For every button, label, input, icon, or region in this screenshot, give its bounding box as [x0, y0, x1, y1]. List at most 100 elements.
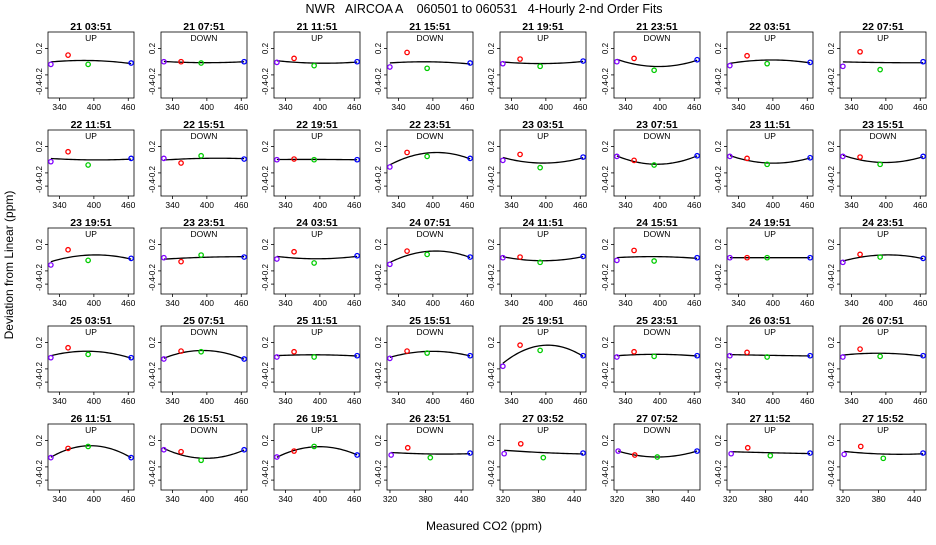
fit-curve	[617, 257, 697, 259]
y-tick-label: -0.4	[714, 277, 723, 291]
panel-title: 22 07:51	[862, 21, 904, 33]
y-tick-label: -0.4	[487, 277, 496, 291]
y-tick-label: -0.4	[487, 81, 496, 95]
x-tick-label: 340	[391, 102, 405, 112]
panel-title: 23 19:51	[70, 217, 112, 229]
panel-direction-label: DOWN	[417, 33, 444, 43]
standard-point	[49, 355, 53, 359]
y-tick-label: -0.2	[714, 165, 723, 179]
y-tick-label: -0.2	[601, 361, 610, 375]
x-tick-label: 400	[87, 200, 101, 210]
y-tick-label: 0.2	[35, 434, 44, 446]
x-tick-label: 400	[426, 396, 440, 406]
y-tick-label: 0.2	[487, 336, 496, 348]
x-tick-label: 340	[52, 494, 66, 504]
panel-title: 25 15:51	[409, 315, 451, 327]
x-tick-label: 400	[313, 298, 327, 308]
x-tick-label: 400	[200, 396, 214, 406]
y-tick-label: -0.4	[374, 473, 383, 487]
x-tick-label: 460	[687, 102, 701, 112]
y-tick-label: -0.4	[827, 277, 836, 291]
panel-direction-label: DOWN	[417, 131, 444, 141]
x-tick-label: 400	[313, 200, 327, 210]
panel-title: 27 15:52	[862, 413, 904, 425]
y-tick-label: -0.2	[827, 165, 836, 179]
standard-point	[858, 50, 862, 54]
x-tick-label: 340	[391, 396, 405, 406]
x-tick-label: 340	[504, 396, 518, 406]
x-tick-label: 340	[165, 298, 179, 308]
y-tick-label: 0.2	[487, 238, 496, 250]
fit-curve	[503, 257, 583, 261]
panel-title: 25 19:51	[522, 315, 564, 327]
standard-point	[695, 154, 699, 158]
x-tick-label: 400	[313, 494, 327, 504]
standard-point	[632, 56, 636, 60]
y-tick-label: -0.2	[261, 263, 270, 277]
y-tick-label: -0.2	[35, 361, 44, 375]
y-tick-label: -0.2	[35, 67, 44, 81]
y-tick-label: -0.4	[261, 277, 270, 291]
standard-point	[858, 252, 862, 256]
y-tick-label: -0.2	[487, 165, 496, 179]
x-tick-label: 460	[234, 200, 248, 210]
y-tick-label: -0.4	[714, 179, 723, 193]
standard-point	[501, 364, 505, 368]
panel-direction-label: DOWN	[191, 425, 218, 435]
y-tick-label: -0.2	[35, 459, 44, 473]
x-tick-label: 340	[618, 396, 632, 406]
y-tick-label: -0.4	[261, 375, 270, 389]
x-tick-label: 440	[454, 494, 468, 504]
panel-direction-label: UP	[311, 131, 323, 141]
y-tick-label: 0.2	[35, 238, 44, 250]
x-tick-label: 460	[687, 298, 701, 308]
fit-curve	[390, 153, 470, 165]
panel-direction-label: UP	[311, 327, 323, 337]
y-tick-label: 0.2	[714, 140, 723, 152]
standard-point	[632, 248, 636, 252]
y-tick-label: 0.2	[261, 434, 270, 446]
fit-curve	[390, 351, 470, 357]
y-tick-label: -0.2	[827, 263, 836, 277]
y-tick-label: -0.2	[487, 361, 496, 375]
x-tick-label: 400	[87, 298, 101, 308]
x-tick-label: 340	[504, 102, 518, 112]
panel-direction-label: UP	[537, 327, 549, 337]
y-tick-label: -0.2	[374, 67, 383, 81]
x-tick-label: 460	[347, 298, 361, 308]
standard-point	[842, 452, 846, 456]
standard-point	[878, 354, 882, 358]
x-tick-label: 400	[766, 102, 780, 112]
y-tick-label: -0.2	[261, 67, 270, 81]
fit-curve	[390, 62, 470, 64]
x-tick-label: 400	[653, 396, 667, 406]
x-tick-label: 460	[347, 494, 361, 504]
panel-direction-label: DOWN	[644, 327, 671, 337]
x-tick-label: 460	[687, 200, 701, 210]
standard-point	[425, 154, 429, 158]
panel-direction-label: UP	[537, 229, 549, 239]
x-tick-label: 460	[121, 298, 135, 308]
standard-point	[292, 56, 296, 60]
y-tick-label: 0.2	[374, 42, 383, 54]
standard-point	[129, 156, 133, 160]
x-tick-label: 340	[844, 298, 858, 308]
x-tick-label: 460	[460, 200, 474, 210]
y-tick-label: -0.2	[261, 165, 270, 179]
panel-title: 22 03:51	[749, 21, 791, 33]
standard-point	[518, 255, 522, 259]
panel-title: 21 15:51	[409, 21, 451, 33]
panel-direction-label: DOWN	[191, 131, 218, 141]
panel-direction-label: DOWN	[191, 229, 218, 239]
y-tick-label: 0.2	[487, 42, 496, 54]
